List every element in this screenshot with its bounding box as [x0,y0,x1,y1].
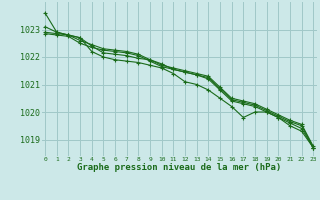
X-axis label: Graphe pression niveau de la mer (hPa): Graphe pression niveau de la mer (hPa) [77,163,281,172]
